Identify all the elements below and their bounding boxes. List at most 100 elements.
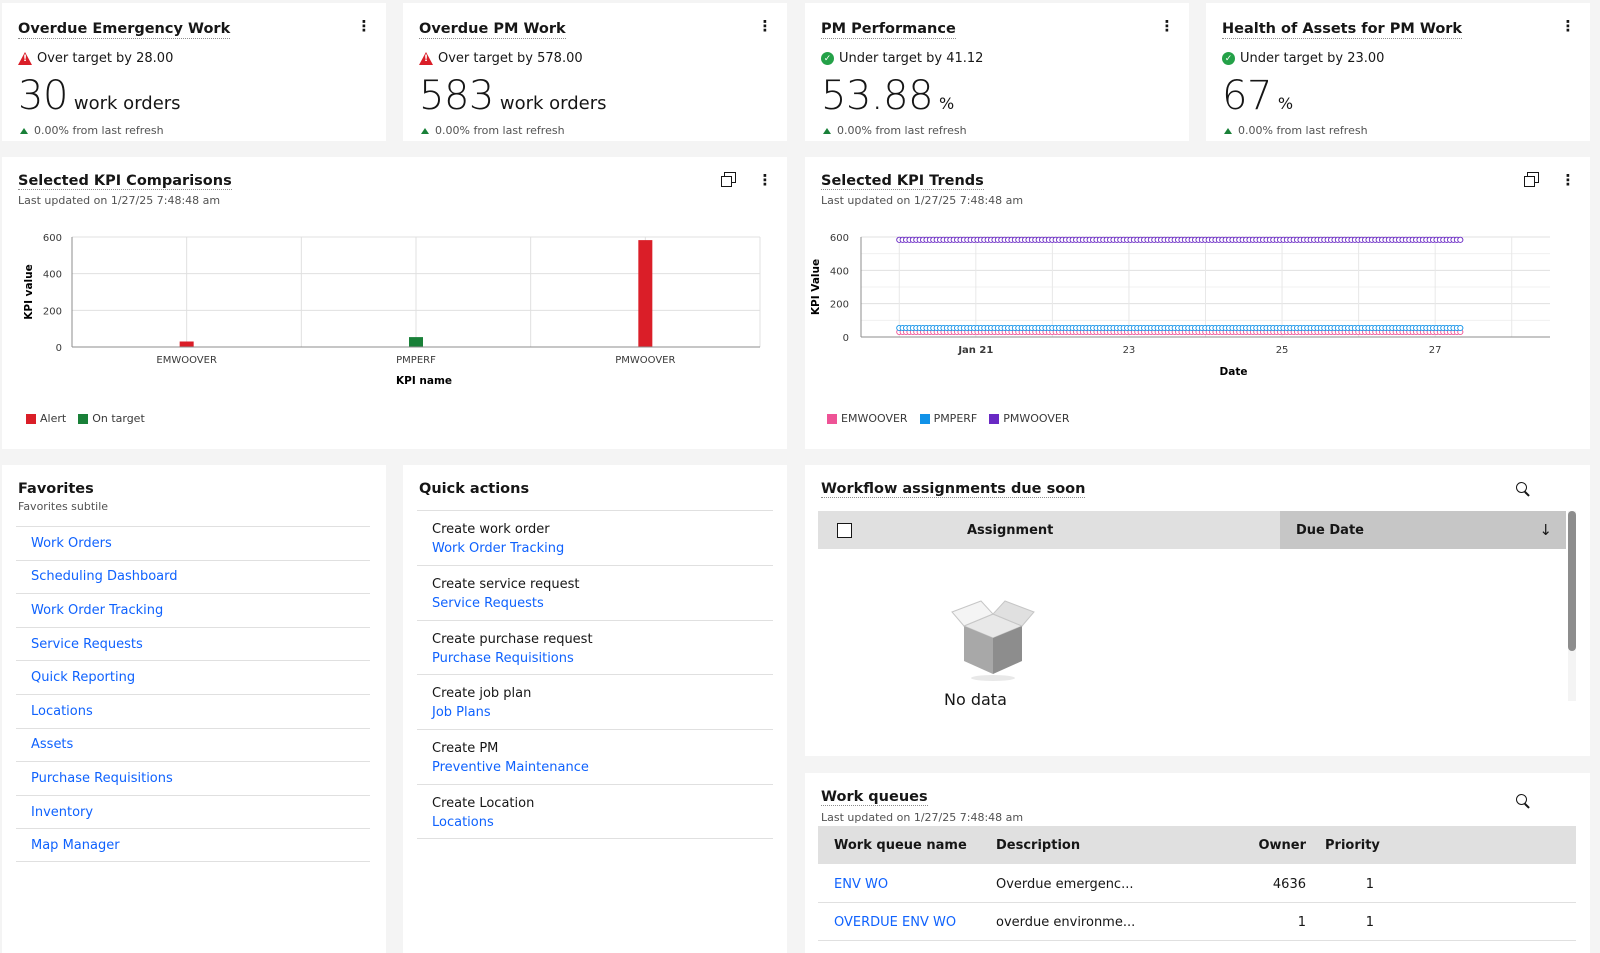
overflow-menu-icon[interactable]: ⋮ xyxy=(1560,17,1576,35)
favorite-link[interactable]: Service Requests xyxy=(16,626,370,661)
column-due-date[interactable]: Due Date ↓ xyxy=(1280,511,1566,549)
scrollbar-thumb[interactable] xyxy=(1568,511,1576,651)
panel-subtitle: Favorites subtile xyxy=(18,500,109,513)
legend-item-on-target[interactable]: On target xyxy=(78,412,145,425)
favorite-link[interactable]: Quick Reporting xyxy=(16,660,370,694)
quick-action-link[interactable]: Purchase Requisitions xyxy=(432,650,574,666)
kpi-refresh-text: 0.00% from last refresh xyxy=(1238,124,1368,137)
search-icon[interactable] xyxy=(1516,482,1530,496)
overflow-menu-icon[interactable]: ⋮ xyxy=(757,171,773,189)
panel-title[interactable]: Work queues xyxy=(821,789,928,806)
legend-label: Alert xyxy=(40,412,67,425)
y-tick-label: 600 xyxy=(830,233,849,244)
kpi-card-emergency: Overdue Emergency Work ⋮ Over target by … xyxy=(2,3,386,141)
arrow-down-icon[interactable]: ↓ xyxy=(1539,521,1552,539)
column-work-queue-name[interactable]: Work queue name xyxy=(834,837,967,853)
quick-action-link[interactable]: Work Order Tracking xyxy=(432,541,565,556)
data-point xyxy=(1457,236,1464,243)
overflow-menu-icon[interactable]: ⋮ xyxy=(757,17,773,35)
x-tick-label: 23 xyxy=(1123,345,1136,356)
column-priority[interactable]: Priority xyxy=(1325,837,1380,853)
quick-action-link[interactable]: Service Requests xyxy=(432,595,544,611)
kpi-unit: work orders xyxy=(73,93,181,114)
select-all-checkbox[interactable] xyxy=(837,522,852,538)
work-queue-description: Overdue emergenc... xyxy=(996,876,1134,892)
favorite-link[interactable]: Inventory xyxy=(16,794,370,829)
panel-title[interactable]: Selected KPI Trends xyxy=(821,173,984,190)
kpi-status-text: Under target by 41.12 xyxy=(839,51,984,66)
favorite-link[interactable]: Work Order Tracking xyxy=(16,593,370,627)
kpi-value: 583 work orders xyxy=(419,73,607,119)
search-icon[interactable] xyxy=(1516,794,1530,808)
kpi-title[interactable]: Health of Assets for PM Work xyxy=(1222,21,1463,39)
kpi-status-text: Over target by 28.00 xyxy=(37,51,174,66)
kpi-unit: work orders xyxy=(499,93,607,114)
warning-icon xyxy=(419,52,433,65)
kpi-title[interactable]: PM Performance xyxy=(821,21,956,39)
legend-item-alert[interactable]: Alert xyxy=(26,412,66,425)
kpi-title[interactable]: Overdue Emergency Work xyxy=(18,21,231,39)
quick-action-label: Create PM xyxy=(432,741,499,757)
overflow-menu-icon[interactable]: ⋮ xyxy=(356,17,372,35)
favorite-link[interactable]: Work Orders xyxy=(16,526,370,560)
favorite-link[interactable]: Locations xyxy=(16,693,370,728)
kpi-card-overdue-pm: Overdue PM Work ⋮ Over target by 578.00 … xyxy=(403,3,787,141)
quick-action-item: Create service request Service Requests xyxy=(417,564,773,620)
legend-item-emwoover[interactable]: EMWOOVER xyxy=(827,412,908,425)
favorite-link[interactable]: Assets xyxy=(16,727,370,762)
bar-chart: 0 200 400 600 EMWOOVER PMPERF PMWOOVER KPI name… xyxy=(23,233,761,387)
kpi-trends-card: Selected KPI Trends Last updated on 1/27… xyxy=(805,157,1590,449)
quick-action-link[interactable]: Locations xyxy=(432,814,494,830)
kpi-unit: % xyxy=(939,94,955,113)
quick-action-link[interactable]: Preventive Maintenance xyxy=(432,760,589,776)
panel-title[interactable]: Workflow assignments due soon xyxy=(821,481,1086,498)
legend-item-pmwoover[interactable]: PMWOOVER xyxy=(989,412,1070,425)
work-queue-description: overdue environme... xyxy=(996,914,1136,930)
legend-swatch xyxy=(827,413,837,424)
column-owner[interactable]: Owner xyxy=(1258,837,1306,853)
quick-actions-card: Quick actions xyxy=(403,465,787,953)
workflow-card: Workflow assignments due soon xyxy=(805,465,1590,756)
quick-action-item: Create Location Locations xyxy=(417,783,773,839)
kpi-status-text: Over target by 578.00 xyxy=(438,51,583,66)
legend-label: On target xyxy=(92,412,145,425)
overflow-menu-icon[interactable]: ⋮ xyxy=(1159,17,1175,35)
data-point xyxy=(1457,324,1464,332)
x-tick-label: 27 xyxy=(1429,345,1442,356)
table-row[interactable]: ENV WO Overdue emergenc... 4636 1 xyxy=(818,865,1576,903)
overflow-menu-icon[interactable]: ⋮ xyxy=(1560,171,1576,189)
legend-item-pmperf[interactable]: PMPERF xyxy=(919,412,977,425)
panel-title[interactable]: Selected KPI Comparisons xyxy=(18,173,232,190)
kpi-status-text: Under target by 23.00 xyxy=(1240,51,1385,66)
column-description[interactable]: Description xyxy=(996,837,1081,853)
work-queue-name-link[interactable]: OVERDUE ENV WO xyxy=(834,914,957,930)
y-tick-label: 0 xyxy=(843,333,849,344)
quick-action-label: Create service request xyxy=(432,576,580,592)
expand-icon[interactable] xyxy=(721,172,736,187)
work-queue-name-link[interactable]: ENV WO xyxy=(834,876,889,892)
favorites-list: Work Orders Scheduling Dashboard Work Or… xyxy=(16,526,370,862)
favorite-link[interactable]: Scheduling Dashboard xyxy=(16,559,370,594)
column-assignment[interactable]: Assignment xyxy=(967,522,1054,538)
bar-emwoover xyxy=(179,341,194,347)
legend-swatch xyxy=(26,413,36,424)
scrollbar[interactable] xyxy=(1568,511,1576,701)
work-queue-owner: 4636 xyxy=(1272,876,1306,892)
chart-legend: Alert On target xyxy=(26,412,145,425)
quick-action-link[interactable]: Job Plans xyxy=(432,705,491,721)
favorite-link[interactable]: Purchase Requisitions xyxy=(16,761,370,795)
quick-action-label: Create Location xyxy=(432,795,535,811)
legend-swatch xyxy=(919,413,930,424)
expand-icon[interactable] xyxy=(1524,172,1539,187)
quick-action-item: Create job plan Job Plans xyxy=(417,674,773,729)
column-due-date-label: Due Date xyxy=(1296,522,1364,538)
table-row[interactable]: OVERDUE ENV WO overdue environme... 1 1 xyxy=(818,903,1576,941)
chart-legend: EMWOOVER PMPERF PMWOOVER xyxy=(827,412,1070,425)
kpi-title[interactable]: Overdue PM Work xyxy=(419,21,566,39)
kpi-number: 53.88 xyxy=(821,73,934,119)
work-queues-table-header: Work queue name Description Owner Priori… xyxy=(818,826,1576,864)
series-pmwoover xyxy=(896,236,1464,243)
kpi-status: ✓ Under target by 23.00 xyxy=(1222,51,1384,66)
kpi-refresh: 0.00% from last refresh xyxy=(1224,124,1368,137)
favorite-link[interactable]: Map Manager xyxy=(16,828,370,862)
